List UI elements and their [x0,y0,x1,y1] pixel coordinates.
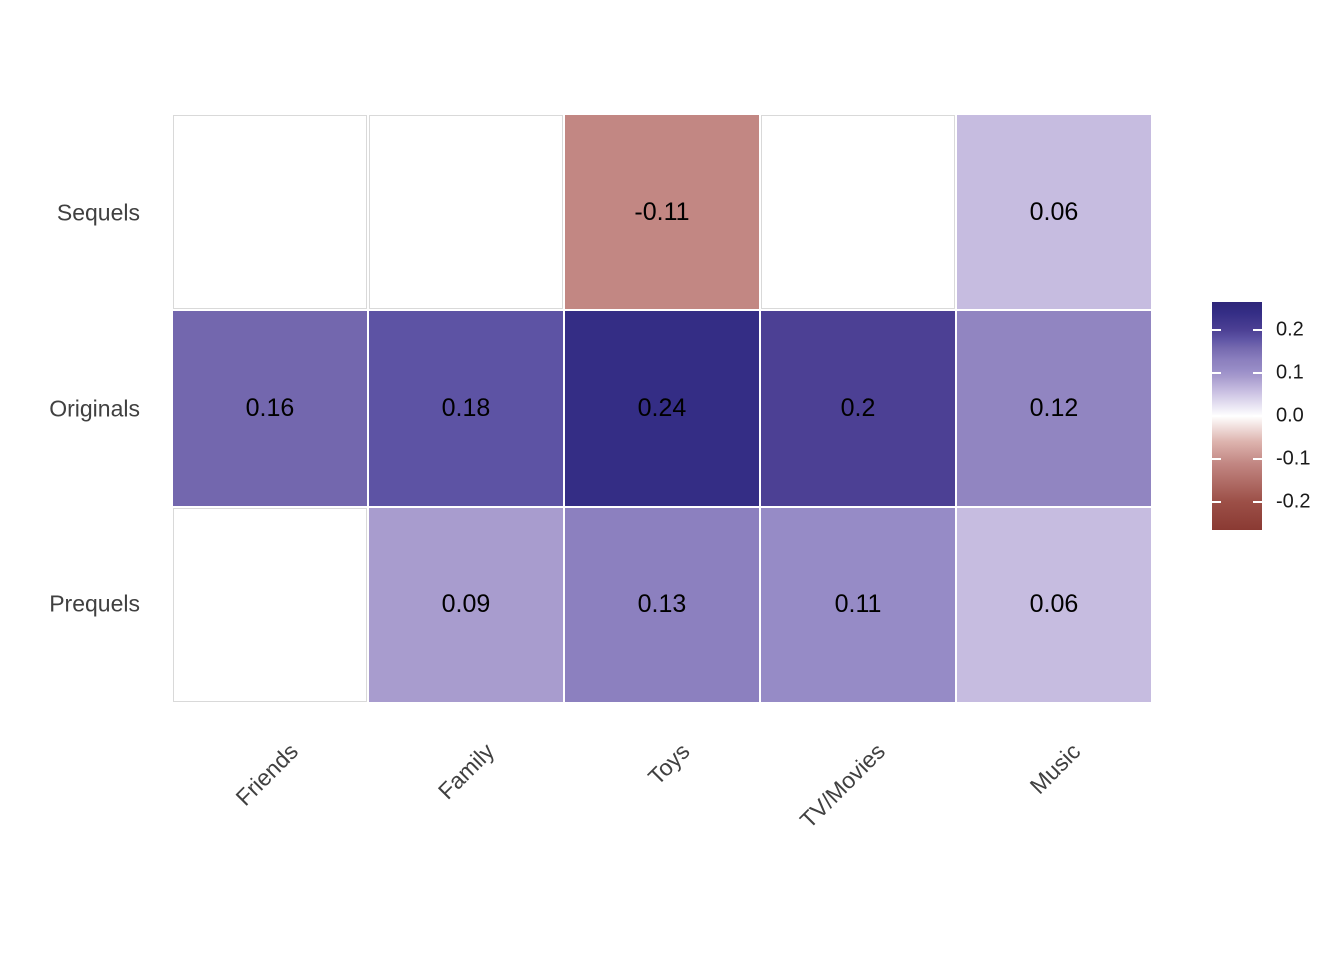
heatmap-cell-sequels-toys: -0.11 [565,115,759,310]
col-label-toys: Toys [642,738,695,790]
cell-value: 0.2 [840,393,876,422]
row-label-sequels: Sequels [56,199,140,226]
legend-tick-mark [1253,371,1262,374]
heatmap-cell-originals-toys: 0.24 [565,311,759,506]
cell-value: 0.06 [1029,197,1079,226]
heatmap-cell-originals-family: 0.18 [369,311,563,506]
heatmap-cell-sequels-friends [173,115,367,310]
legend-tick-label: -0.2 [1276,490,1311,513]
legend-tick-mark [1212,501,1221,504]
heatmap-cell-originals-music: 0.12 [957,311,1151,506]
heatmap-cell-sequels-music: 0.06 [957,115,1151,310]
heatmap-cell-sequels-family [369,115,563,310]
heatmap-cell-prequels-tv-movies: 0.11 [761,507,955,702]
row-label-prequels: Prequels [49,590,140,617]
cell-value: 0.13 [637,590,687,619]
legend-gradient-bar [1212,302,1262,530]
legend-tick-mark [1212,371,1221,374]
legend-tick-mark [1253,328,1262,331]
heatmap-cell-sequels-tv-movies [761,115,955,310]
legend-tick-mark [1253,415,1262,417]
legend-tick-label: 0.0 [1276,404,1304,427]
cell-value: 0.16 [245,393,295,422]
heatmap-cell-originals-tv-movies: 0.2 [761,311,955,506]
legend-tick-label: 0.2 [1276,318,1304,341]
heatmap-grid: -0.11 0.06 0.16 0.18 0.24 0.2 0.12 0.09 0.13 0.11… [173,115,1151,702]
legend-tick-mark [1212,328,1221,331]
cell-value: 0.09 [441,590,491,619]
col-label-music: Music [1024,738,1086,799]
legend-tick-mark [1253,501,1262,504]
heatmap-cell-prequels-friends [173,507,367,702]
col-label-family: Family [432,738,499,805]
legend-tick-mark [1212,458,1221,461]
heatmap-cell-prequels-family: 0.09 [369,507,563,702]
heatmap-cell-originals-friends: 0.16 [173,311,367,506]
cell-value: 0.18 [441,393,491,422]
legend-tick-label: -0.1 [1276,447,1311,470]
cell-value: 0.24 [637,393,687,422]
legend-tick-label: 0.1 [1276,361,1304,384]
legend-tick-mark [1212,415,1221,417]
cell-value: -0.11 [634,197,690,226]
col-label-tv-movies: TV/Movies [794,738,890,834]
cell-value: 0.11 [834,590,882,619]
legend-tick-mark [1253,458,1262,461]
heatmap-cell-prequels-toys: 0.13 [565,507,759,702]
heatmap-cell-prequels-music: 0.06 [957,507,1151,702]
col-label-friends: Friends [230,738,304,811]
cell-value: 0.12 [1029,393,1079,422]
row-label-originals: Originals [49,395,140,421]
cell-value: 0.06 [1029,590,1079,619]
